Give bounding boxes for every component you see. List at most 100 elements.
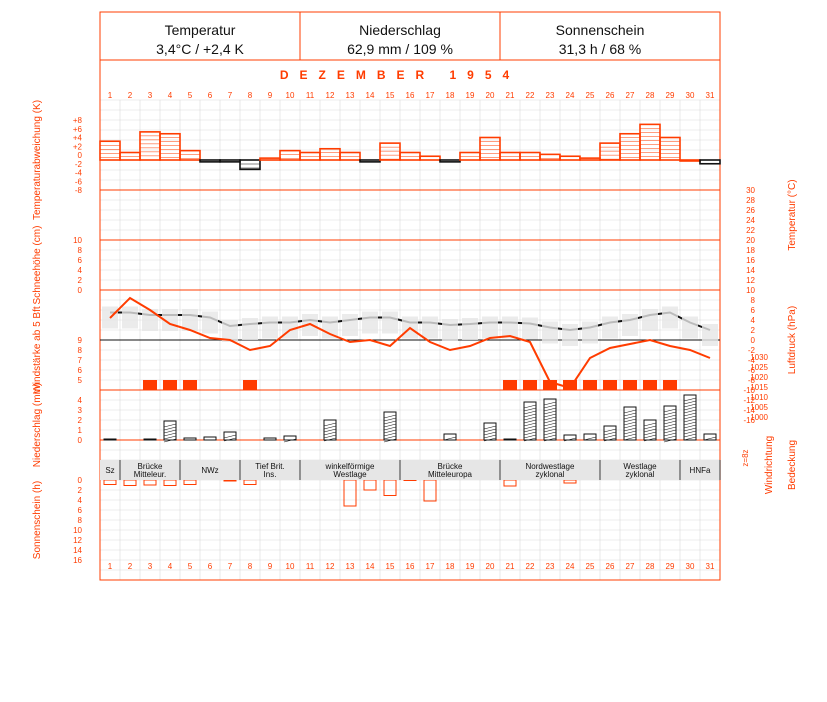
weather-type-label: Tief Brit. — [255, 462, 284, 471]
precip-hatch — [163, 429, 177, 434]
precip-bar — [283, 435, 297, 441]
frame-layer — [99, 11, 721, 581]
weather-type-label: Mitteleur. — [134, 470, 166, 479]
precip-hatch — [383, 426, 397, 431]
tick-temperature: -14 — [743, 406, 755, 415]
precip-hatch — [663, 408, 677, 413]
sunshine-bar — [503, 479, 517, 487]
precip-hatch — [603, 431, 617, 436]
temp-anomaly-bar — [699, 159, 721, 165]
precip-hatch — [523, 437, 537, 442]
tick-temperature: -8 — [748, 376, 756, 385]
precip-hatch — [163, 423, 177, 428]
tick-sun: 0 — [78, 476, 83, 485]
precip-hatch — [323, 428, 337, 433]
weather-type-label: Brücke — [438, 462, 463, 471]
precip-hatch — [663, 414, 677, 419]
precip-hatch — [643, 422, 657, 427]
tick-temperature: 16 — [746, 256, 755, 265]
tick-temperature: 14 — [746, 266, 755, 275]
precip-hatch — [663, 432, 677, 437]
header: Temperatur 3,4°C / +2,4 K Niederschlag 6… — [156, 22, 644, 57]
weather-type-label: Westlage — [623, 462, 657, 471]
tick-temperature: 20 — [746, 236, 755, 245]
precip-hatch — [603, 434, 617, 439]
temperature-range-bar — [602, 316, 618, 339]
day-label-top: 29 — [666, 91, 675, 100]
wind-bar — [663, 380, 677, 390]
precip-hatch — [163, 426, 177, 431]
precip-hatch — [523, 422, 537, 427]
tick-precip: 0 — [78, 436, 83, 445]
precip-hatch — [663, 417, 677, 422]
day-label-bottom: 12 — [326, 562, 335, 571]
precip-bar — [183, 437, 197, 441]
day-label-top: 9 — [268, 91, 273, 100]
header-title-sunshine: Sonnenschein — [556, 22, 645, 38]
tick-temperature: -2 — [748, 346, 756, 355]
precip-hatch — [683, 412, 697, 417]
sunshine-bar — [163, 479, 177, 486]
precip-hatch — [643, 431, 657, 436]
tick-wind: 7 — [78, 356, 83, 365]
tick-temp-anomaly: -4 — [75, 169, 83, 178]
precip-bar — [663, 405, 677, 441]
precip-hatch — [683, 421, 697, 426]
temperature-range-bar — [562, 324, 578, 346]
tick-sun: 4 — [78, 496, 83, 505]
day-label-bottom: 26 — [606, 562, 615, 571]
tick-temp-anomaly: -2 — [75, 160, 83, 169]
tick-snow: 2 — [78, 276, 83, 285]
day-label-top: 4 — [168, 91, 173, 100]
precip-hatch — [543, 410, 557, 415]
precip-hatch — [283, 438, 297, 443]
precip-hatch — [383, 429, 397, 434]
precip-bar — [163, 420, 177, 441]
tick-temperature: 10 — [746, 286, 755, 295]
day-label-top: 19 — [466, 91, 475, 100]
sunshine-bar — [103, 479, 117, 485]
day-label-bottom: 28 — [646, 562, 655, 571]
temp-anomaly-bar — [479, 136, 501, 161]
temperature-range-bar — [222, 320, 238, 342]
tick-sun: 12 — [73, 536, 82, 545]
day-label-bottom: 19 — [466, 562, 475, 571]
day-label-top: 13 — [346, 91, 355, 100]
label-temp-anomaly: Temperaturabweichung (K) — [32, 100, 43, 220]
weather-type-label: winkelförmige — [325, 462, 375, 471]
tick-precip: 1 — [78, 426, 83, 435]
precip-hatch — [483, 434, 497, 439]
day-label-top: 24 — [566, 91, 575, 100]
tick-temp-anomaly: -8 — [75, 186, 83, 195]
header-title-temperature: Temperatur — [165, 22, 236, 38]
precip-hatch — [543, 413, 557, 418]
day-label-bottom: 10 — [286, 562, 295, 571]
day-label-bottom: 25 — [586, 562, 595, 571]
tick-wind: 8 — [78, 346, 83, 355]
precip-hatch — [163, 438, 177, 443]
precip-hatch — [443, 436, 457, 441]
precip-bar — [503, 438, 517, 441]
precip-hatch — [603, 428, 617, 433]
day-label-bottom: 15 — [386, 562, 395, 571]
temperature-range-bar — [242, 318, 258, 340]
day-label-top: 11 — [306, 91, 315, 100]
precip-hatch — [163, 435, 177, 440]
weather-type-label: zyklonal — [626, 470, 655, 479]
temp-anomaly-bar — [359, 159, 381, 163]
precip-hatch — [663, 429, 677, 434]
precip-hatch — [623, 412, 637, 417]
sunshine-bar — [143, 479, 157, 486]
precip-hatch — [383, 423, 397, 428]
precip-hatch — [383, 435, 397, 440]
sunshine-bar — [343, 479, 357, 507]
pressure-line — [109, 296, 711, 390]
sunshine-bar — [383, 479, 397, 496]
day-label-top: 20 — [486, 91, 495, 100]
temp-anomaly-bar — [319, 147, 341, 161]
day-label-top: 21 — [506, 91, 515, 100]
precip-hatch — [563, 437, 577, 442]
precip-hatch — [483, 437, 497, 442]
